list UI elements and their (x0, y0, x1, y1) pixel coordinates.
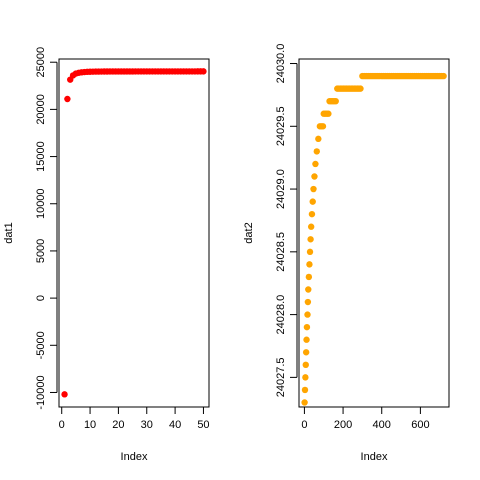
y-tick-label: 10000 (35, 188, 47, 219)
data-point (313, 148, 320, 155)
data-point (303, 336, 310, 343)
y-tick-label: 25000 (35, 47, 47, 78)
data-point (311, 173, 318, 180)
data-point (312, 160, 319, 168)
data-point (308, 210, 316, 218)
x-tick-label: 400 (373, 419, 391, 431)
y-tick-label: -5000 (35, 331, 47, 359)
data-point (315, 135, 322, 143)
x-axis-label: Index (361, 451, 388, 463)
y-tick-label: 24029.0 (275, 169, 287, 209)
data-point (306, 248, 314, 256)
x-tick-label: 40 (169, 419, 181, 431)
x-tick-label: 0 (301, 419, 307, 431)
x-axis: 0 10 20 30 40 50 (59, 406, 210, 431)
data-point (304, 298, 312, 306)
data-point (303, 323, 311, 331)
y-axis-label: dat1 (3, 222, 15, 243)
y-tick-label: 0 (35, 295, 47, 301)
x-tick-label: 600 (411, 419, 429, 431)
y-tick-label: 24027.5 (275, 357, 287, 397)
data-point (61, 391, 68, 398)
y-tick-label: 24028.5 (275, 232, 287, 272)
y-axis: -10000 -5000 0 5000 10000 15000 20000 25000 (35, 47, 58, 410)
x-tick-label: 0 (59, 419, 65, 431)
y-tick-label: 24030.0 (275, 44, 287, 84)
y-tick-label: 24029.5 (275, 106, 287, 146)
y-tick-label: 20000 (35, 94, 47, 125)
x-tick-label: 50 (197, 419, 209, 431)
data-point (357, 85, 364, 92)
data-point (306, 261, 313, 268)
data-point (302, 374, 309, 381)
y-axis: 24027.5 24028.0 24028.5 24029.0 24029.5 24030… (275, 44, 298, 397)
right-scatter-panel: 0 200 400 600 24027.524028.024028.524029.02… (243, 44, 450, 463)
x-tick-label: 200 (334, 419, 352, 431)
data-point (309, 198, 316, 205)
data-point (325, 110, 332, 117)
y-axis-label: dat2 (243, 222, 255, 243)
left-scatter-panel: 0 10 20 30 40 50 -10000 -5000 0 5000 10000 15000 20… (3, 47, 210, 463)
x-axis-label: Index (121, 451, 148, 463)
data-point (304, 311, 311, 318)
x-axis: 0 200 400 600 (301, 406, 430, 431)
data-point (305, 286, 312, 293)
data-point (305, 273, 313, 281)
x-tick-label: 20 (112, 419, 124, 431)
x-tick-label: 30 (141, 419, 153, 431)
x-tick-label: 10 (84, 419, 96, 431)
data-point (332, 97, 339, 105)
data-point (310, 185, 317, 193)
data-point (440, 72, 447, 80)
y-tick-label: 15000 (35, 141, 47, 172)
data-point (307, 236, 314, 243)
data-point (64, 95, 71, 103)
data-point (301, 386, 309, 394)
data-point (200, 68, 207, 75)
y-tick-label: 5000 (35, 239, 47, 263)
data-point (302, 361, 309, 369)
data-points (301, 72, 447, 406)
data-point (319, 123, 327, 130)
data-point (301, 399, 308, 406)
data-point (302, 349, 310, 356)
y-tick-label: 24028.0 (275, 295, 287, 335)
data-points (61, 68, 207, 398)
data-point (307, 223, 315, 230)
y-tick-label: -10000 (35, 375, 47, 409)
